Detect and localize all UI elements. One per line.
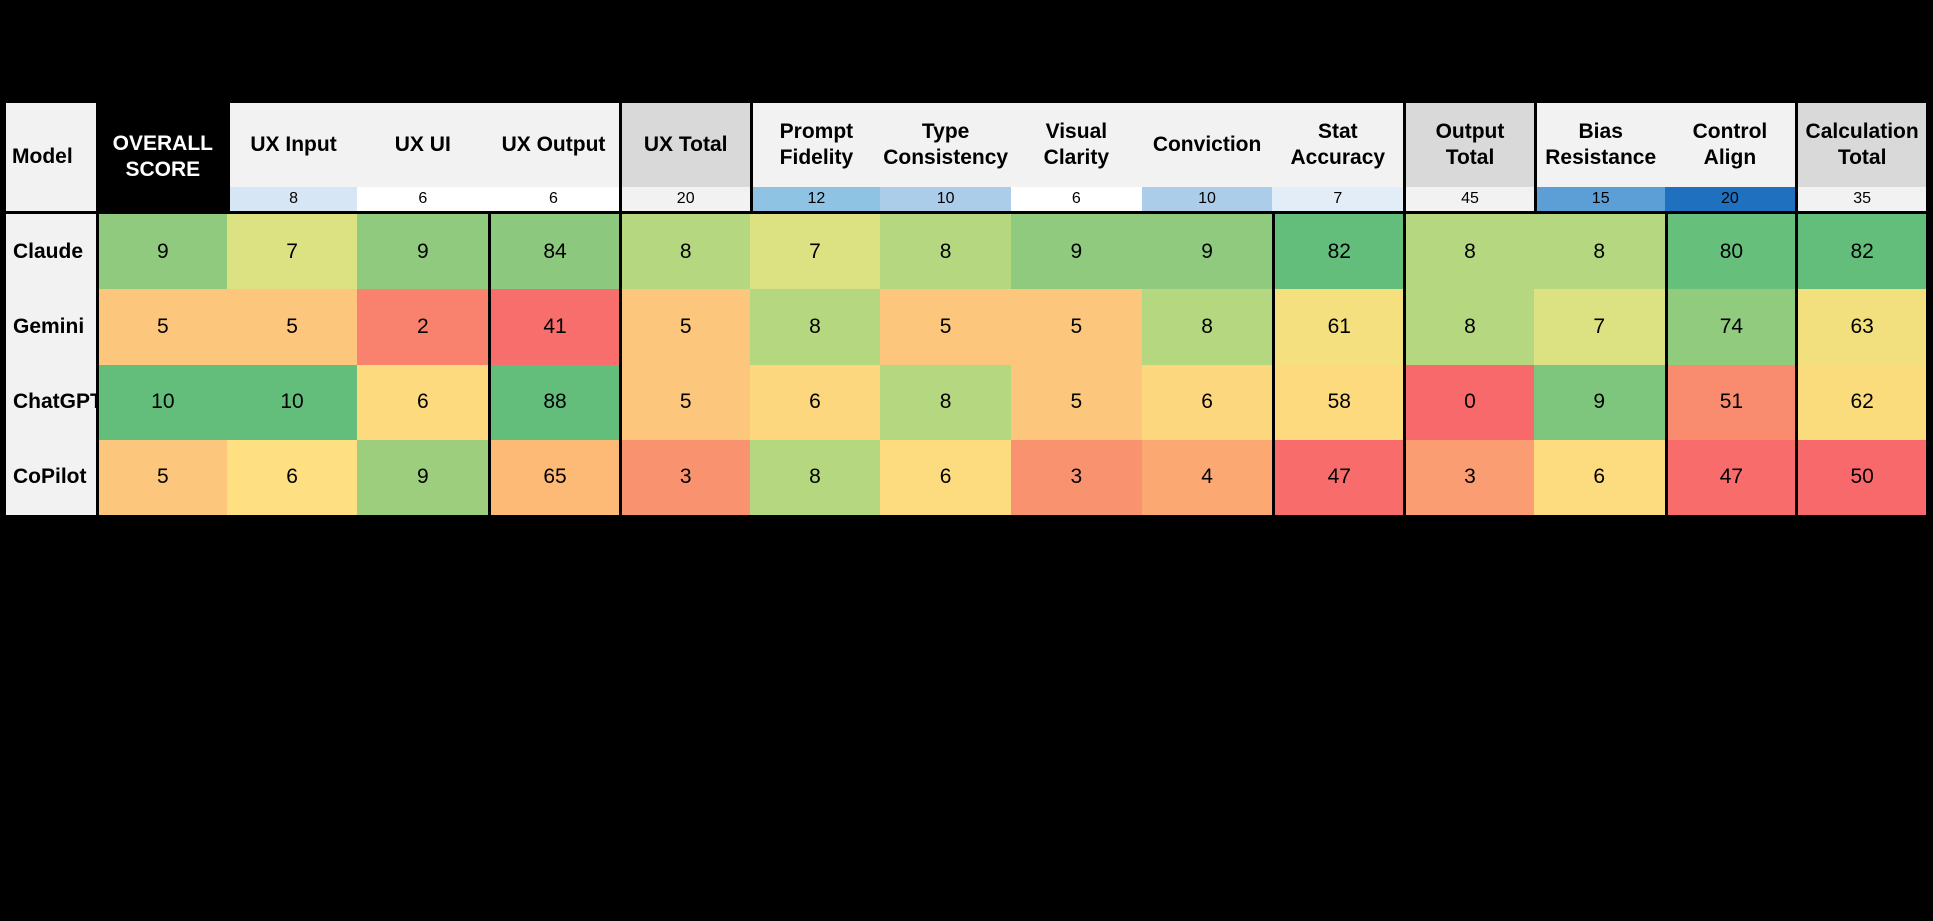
score-cell: 80: [1664, 214, 1796, 290]
col-header-calculation-total: Calculation Total: [1795, 103, 1926, 187]
score-cell: 84: [488, 214, 619, 290]
col-header-type-consistency: Type Consistency: [880, 103, 1011, 187]
score-cell: 9: [1533, 364, 1665, 440]
col-header-ux-input: UX Input: [226, 103, 358, 187]
score-cell: 10: [226, 364, 358, 440]
score-cell: 61: [1272, 289, 1404, 365]
score-cell: 7: [226, 214, 358, 290]
score-cell: 0: [1403, 364, 1534, 440]
col-header-control-align: Control Align: [1664, 103, 1796, 187]
col-weight-bias-resistance: 15: [1533, 187, 1665, 214]
score-cell: 65: [488, 439, 619, 515]
score-cell: 5: [1010, 364, 1142, 440]
col-header-model: Model: [6, 103, 96, 214]
score-cell: 3: [1403, 439, 1534, 515]
col-header-ux-ui: UX UI: [357, 103, 489, 187]
score-cell: 50: [1795, 439, 1926, 515]
col-weight-type-consistency: 10: [880, 187, 1011, 214]
score-cell: 5: [96, 289, 227, 365]
score-cell: 6: [749, 364, 881, 440]
score-cell: 58: [1272, 364, 1404, 440]
score-cell: 3: [1010, 439, 1142, 515]
score-cell: 5: [96, 439, 227, 515]
score-cell: 5: [880, 289, 1011, 365]
col-header-visual-clarity: Visual Clarity: [1010, 103, 1142, 187]
score-cell: 6: [1141, 364, 1273, 440]
score-cell: 8: [1403, 289, 1534, 365]
score-cell: 47: [1272, 439, 1404, 515]
score-cell: 5: [618, 289, 750, 365]
score-cell: 9: [357, 214, 489, 290]
score-cell: 41: [488, 289, 619, 365]
score-cell: 8: [1403, 214, 1534, 290]
col-weight-ux-input: 8: [226, 187, 358, 214]
score-cell: 51: [1664, 364, 1796, 440]
col-header-overall-score: OVERALL SCORE: [96, 103, 227, 214]
row-label-chatgpt: ChatGPT: [6, 364, 96, 440]
model-scorecard-table: Model UX Input UX UI UX Output UX Total …: [3, 100, 1929, 518]
col-header-conviction: Conviction: [1141, 103, 1273, 187]
score-cell: 6: [357, 364, 489, 440]
col-weight-conviction: 10: [1141, 187, 1273, 214]
score-cell: 63: [1795, 289, 1926, 365]
score-cell: 10: [96, 364, 227, 440]
col-weight-calculation-total: 35: [1795, 187, 1926, 214]
col-header-ux-total: UX Total: [618, 103, 750, 187]
col-weight-visual-clarity: 6: [1010, 187, 1142, 214]
score-cell: 8: [618, 214, 750, 290]
score-cell: 9: [1141, 214, 1273, 290]
score-cell: 5: [226, 289, 358, 365]
col-weight-ux-output: 6: [488, 187, 619, 214]
col-weight-output-total: 45: [1403, 187, 1534, 214]
score-cell: 8: [1141, 289, 1273, 365]
row-label-claude: Claude: [6, 214, 96, 290]
col-header-ux-output: UX Output: [488, 103, 619, 187]
score-cell: 8: [749, 289, 881, 365]
score-cell: 7: [1533, 289, 1665, 365]
col-weight-ux-total: 20: [618, 187, 750, 214]
score-cell: 9: [357, 439, 489, 515]
score-cell: 9: [96, 214, 227, 290]
score-cell: 62: [1795, 364, 1926, 440]
score-cell: 4: [1141, 439, 1273, 515]
col-weight-prompt-fidelity: 12: [749, 187, 881, 214]
score-cell: 7: [749, 214, 881, 290]
col-header-stat-accuracy: Stat Accuracy: [1272, 103, 1404, 187]
score-cell: 8: [880, 364, 1011, 440]
score-cell: 8: [880, 214, 1011, 290]
score-cell: 3: [618, 439, 750, 515]
score-cell: 9: [1010, 214, 1142, 290]
score-cell: 47: [1664, 439, 1796, 515]
score-cell: 5: [1010, 289, 1142, 365]
score-cell: 6: [1533, 439, 1665, 515]
row-label-gemini: Gemini: [6, 289, 96, 365]
col-header-output-total: Output Total: [1403, 103, 1534, 187]
col-header-bias-resistance: Bias Resistance: [1533, 103, 1665, 187]
score-cell: 6: [880, 439, 1011, 515]
score-cell: 6: [226, 439, 358, 515]
score-cell: 8: [749, 439, 881, 515]
score-cell: 82: [1795, 214, 1926, 290]
col-weight-stat-accuracy: 7: [1272, 187, 1404, 214]
score-cell: 74: [1664, 289, 1796, 365]
score-cell: 8: [1533, 214, 1665, 290]
col-weight-control-align: 20: [1664, 187, 1796, 214]
score-cell: 88: [488, 364, 619, 440]
score-cell: 82: [1272, 214, 1404, 290]
row-label-copilot: CoPilot: [6, 439, 96, 515]
score-cell: 5: [618, 364, 750, 440]
col-weight-ux-ui: 6: [357, 187, 489, 214]
score-cell: 2: [357, 289, 489, 365]
col-header-prompt-fidelity: Prompt Fidelity: [749, 103, 881, 187]
